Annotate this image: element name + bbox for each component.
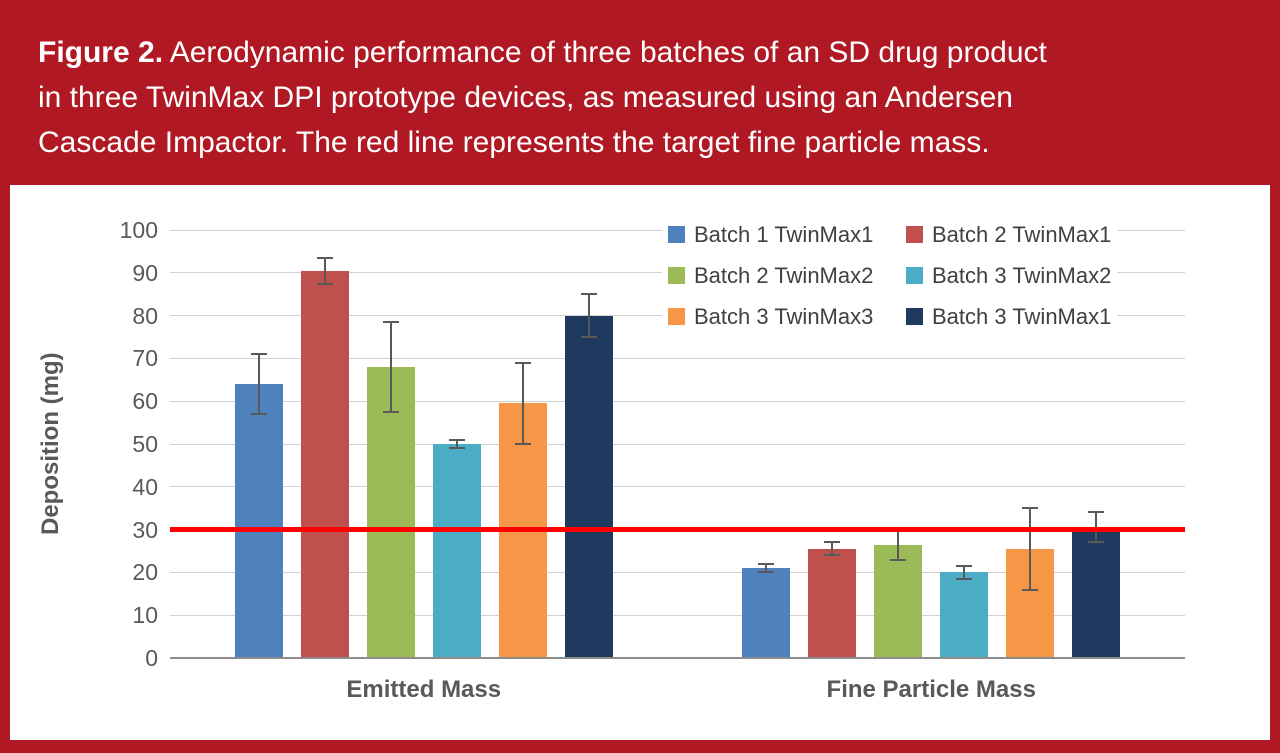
- bar-batch-3-twinmax1: [1072, 527, 1121, 658]
- bar-batch-3-twinmax2: [432, 444, 481, 658]
- legend-label: Batch 2 TwinMax2: [694, 262, 874, 288]
- error-bar-cap: [956, 577, 973, 580]
- figure-label: Figure 2.: [38, 36, 164, 69]
- gridline: [170, 400, 1185, 402]
- y-tick-label: 20: [132, 559, 158, 586]
- error-bar: [323, 257, 326, 284]
- error-bar-cap: [890, 558, 907, 561]
- error-bar-cap: [250, 353, 267, 356]
- legend-item-batch-3-twinmax3: Batch 3 TwinMax3: [668, 303, 906, 330]
- y-tick-label: 100: [119, 217, 158, 243]
- error-bar-cap: [580, 293, 597, 296]
- x-category-label: Emitted Mass: [346, 676, 502, 703]
- y-tick-label: 70: [132, 345, 158, 372]
- gridline: [170, 443, 1185, 445]
- y-tick-label: 30: [132, 516, 158, 543]
- legend-swatch-icon: [906, 308, 923, 325]
- error-bar-cap: [580, 336, 597, 338]
- y-tick-label: 60: [132, 388, 158, 415]
- legend-swatch-icon: [668, 308, 685, 325]
- figure-caption-text: Aerodynamic performance of three batches…: [38, 36, 1047, 159]
- bar-chart: 0 10 20 30 40 50 60 70 80 90 100 Emitted Mass Fine P…: [10, 185, 1270, 740]
- error-bar-cap: [758, 571, 775, 574]
- error-bar: [587, 294, 590, 337]
- error-bar: [257, 354, 260, 415]
- legend-swatch-icon: [906, 226, 923, 243]
- figure-caption: Figure 2. Aerodynamic performance of thr…: [38, 30, 1078, 165]
- y-tick-label: 50: [132, 431, 158, 457]
- error-bar: [831, 542, 834, 556]
- y-tick-label: 40: [132, 473, 158, 500]
- error-bar-cap: [316, 282, 333, 285]
- bar-batch-2-twinmax1: [300, 270, 349, 658]
- target-line: [170, 527, 1185, 533]
- bar-batch-2-twinmax2: [366, 366, 415, 658]
- error-bar-cap: [824, 541, 841, 544]
- gridline: [170, 614, 1185, 616]
- legend-item-batch-1-twinmax1: Batch 1 TwinMax1: [668, 221, 906, 248]
- error-bar: [455, 439, 458, 449]
- error-bar-cap: [1088, 511, 1105, 514]
- error-bar-cap: [514, 361, 531, 364]
- error-bar-cap: [824, 554, 841, 557]
- error-bar-cap: [1022, 507, 1039, 510]
- error-bar-cap: [448, 438, 465, 441]
- legend-label: Batch 3 TwinMax3: [694, 303, 874, 329]
- error-bar-cap: [758, 562, 775, 565]
- error-bar-cap: [956, 564, 973, 567]
- legend-label: Batch 3 TwinMax1: [932, 303, 1112, 329]
- legend-item-batch-2-twinmax1: Batch 2 TwinMax1: [906, 221, 1111, 248]
- error-bar-cap: [316, 256, 333, 259]
- error-bar-cap: [382, 410, 399, 413]
- error-bar-cap: [448, 447, 465, 450]
- legend-label: Batch 1 TwinMax1: [694, 221, 874, 247]
- legend-swatch-icon: [668, 267, 685, 284]
- legend-swatch-icon: [906, 267, 923, 284]
- chart-legend: Batch 1 TwinMax1 Batch 2 TwinMax1 Batch 2 …: [662, 219, 1118, 332]
- error-bar: [521, 362, 524, 444]
- error-bar: [1029, 508, 1032, 590]
- error-bar: [389, 322, 392, 412]
- y-tick-label: 90: [132, 259, 158, 286]
- legend-item-batch-3-twinmax1: Batch 3 TwinMax1: [906, 303, 1111, 330]
- legend-item-batch-3-twinmax2: Batch 3 TwinMax2: [906, 262, 1111, 289]
- error-bar-cap: [382, 321, 399, 324]
- bar-batch-2-twinmax2: [874, 544, 923, 658]
- bar-batch-1-twinmax1: [742, 568, 791, 658]
- error-bar-cap: [514, 443, 531, 445]
- legend-swatch-icon: [668, 226, 685, 243]
- legend-item-batch-2-twinmax2: Batch 2 TwinMax2: [668, 262, 906, 289]
- y-tick-label: 10: [132, 602, 158, 629]
- bar-batch-3-twinmax2: [940, 572, 989, 658]
- error-bar-cap: [1022, 588, 1039, 591]
- error-bar-cap: [250, 413, 267, 416]
- y-tick-label: 0: [145, 645, 158, 671]
- bar-batch-3-twinmax1: [564, 315, 613, 658]
- x-category-label: Fine Particle Mass: [826, 676, 1036, 703]
- error-bar: [765, 563, 768, 573]
- bar-batch-2-twinmax1: [808, 548, 857, 658]
- bar-batch-1-twinmax1: [234, 384, 283, 658]
- error-bar: [897, 529, 900, 560]
- plot-area: 0 10 20 30 40 50 60 70 80 90 100 Emitted Mass Fine P…: [10, 185, 1270, 740]
- error-bar-cap: [1088, 541, 1105, 544]
- legend-label: Batch 2 TwinMax1: [932, 221, 1112, 247]
- y-tick-label: 80: [132, 302, 158, 329]
- gridline: [170, 486, 1185, 488]
- legend-label: Batch 3 TwinMax2: [932, 262, 1112, 288]
- gridline: [170, 571, 1185, 573]
- gridline: [170, 357, 1185, 359]
- y-axis-title: Deposition (mg): [37, 352, 64, 536]
- error-bar: [963, 565, 966, 579]
- x-axis-line: [170, 657, 1185, 659]
